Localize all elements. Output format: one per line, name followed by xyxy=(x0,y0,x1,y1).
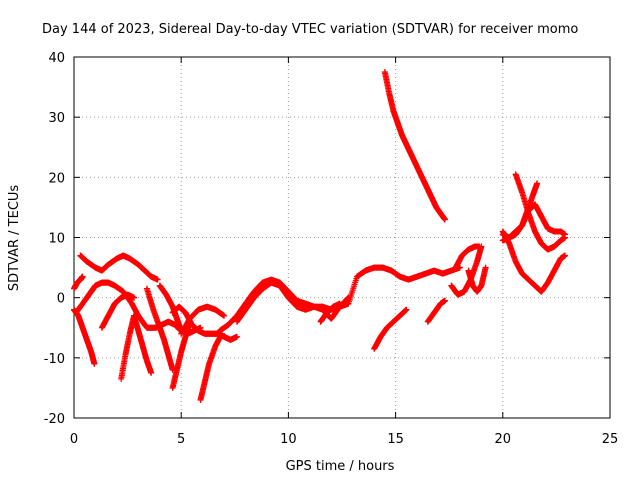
data-point xyxy=(233,333,240,340)
data-point xyxy=(561,234,568,241)
x-tick-label: 15 xyxy=(387,432,404,447)
series-arc-06 xyxy=(98,291,138,331)
series-arc-18 xyxy=(371,306,410,352)
series-arc-16 xyxy=(317,300,343,325)
axis-ticks: 0 5 10 15 20 25 -20 -10 0 10 20 30 40 xyxy=(44,51,619,447)
y-tick-label: -10 xyxy=(44,352,65,367)
data-point xyxy=(336,300,343,307)
x-axis-label: GPS time / hours xyxy=(286,459,395,474)
data-point xyxy=(482,264,489,271)
data-point xyxy=(534,180,541,187)
x-tick-label: 5 xyxy=(177,432,185,447)
x-tick-label: 10 xyxy=(280,432,297,447)
series-arc-09 xyxy=(143,285,176,373)
data-point xyxy=(345,294,352,301)
series-arc-12 xyxy=(178,303,228,337)
data-point xyxy=(148,369,155,376)
data-point xyxy=(441,297,448,304)
y-tick-label: 10 xyxy=(48,232,65,247)
x-tick-label: 0 xyxy=(70,432,78,447)
grid-lines xyxy=(74,57,610,418)
data-point xyxy=(221,312,228,319)
y-tick-label: 30 xyxy=(48,111,65,126)
data-point xyxy=(91,360,98,367)
series-arc-17 xyxy=(381,69,448,223)
data-point xyxy=(403,306,410,313)
data-points xyxy=(71,69,568,403)
series-arc-22 xyxy=(465,264,489,295)
series-arc-02 xyxy=(71,273,86,292)
y-axis-label: SDTVAR / TECUs xyxy=(7,185,22,292)
series-arc-19 xyxy=(424,297,448,325)
series-arc-21 xyxy=(452,243,483,271)
y-tick-label: 20 xyxy=(48,171,65,186)
x-tick-label: 25 xyxy=(602,432,619,447)
y-tick-label: -20 xyxy=(44,412,65,427)
data-point xyxy=(441,216,448,223)
y-tick-label: 0 xyxy=(57,292,65,307)
chart-title: Day 144 of 2023, Sidereal Day-to-day VTE… xyxy=(42,22,578,37)
data-point xyxy=(79,273,86,280)
series-arc-08 xyxy=(131,312,155,376)
series-arc-26 xyxy=(499,180,541,244)
data-point xyxy=(561,252,568,259)
y-tick-label: 40 xyxy=(48,51,65,66)
data-point xyxy=(476,243,483,250)
series-arc-15 xyxy=(233,279,352,325)
series-arc-03 xyxy=(77,252,161,283)
data-point xyxy=(131,294,138,301)
x-tick-label: 20 xyxy=(495,432,512,447)
series-arc-13 xyxy=(197,330,225,403)
data-point xyxy=(154,276,161,283)
